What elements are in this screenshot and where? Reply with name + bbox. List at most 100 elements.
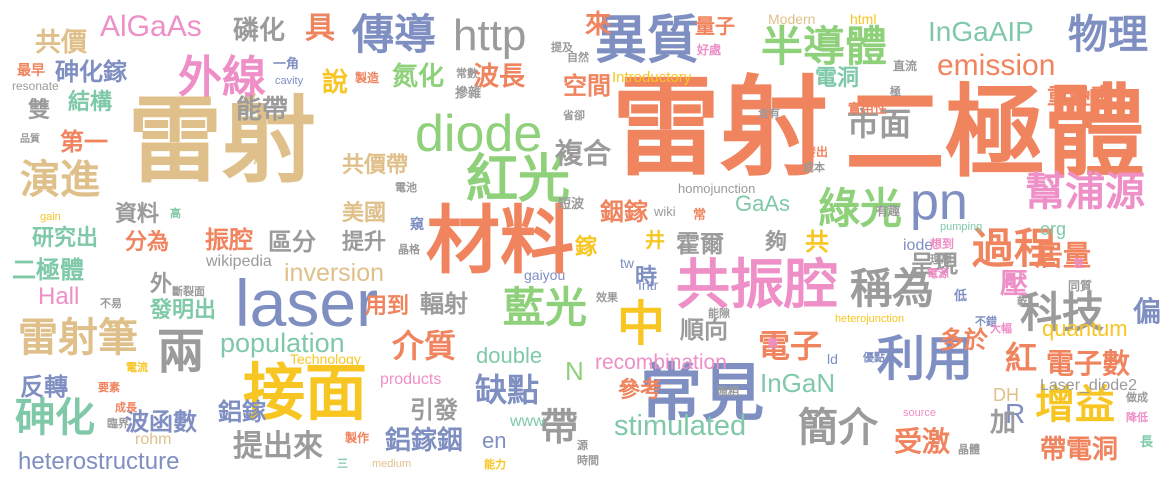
word: gain bbox=[40, 211, 61, 223]
word: 發明出 bbox=[150, 298, 217, 323]
word: 帶 bbox=[540, 405, 579, 449]
word: 製造 bbox=[355, 71, 380, 85]
word: 受激 bbox=[894, 425, 951, 458]
word: 兩 bbox=[157, 324, 206, 380]
word: 利用 bbox=[877, 331, 974, 387]
word: 鋁鎵 bbox=[218, 398, 266, 426]
word: 一角 bbox=[273, 57, 300, 72]
word: 紅 bbox=[1005, 339, 1038, 377]
word: 偏 bbox=[1133, 295, 1162, 328]
word: 能力 bbox=[484, 458, 506, 471]
word: 分為 bbox=[125, 230, 170, 255]
word: 磷化 bbox=[233, 16, 286, 46]
word: 霍爾 bbox=[676, 230, 724, 258]
word: 時 bbox=[635, 265, 658, 290]
word: 晶格 bbox=[398, 243, 420, 256]
word: 短波 bbox=[558, 197, 585, 212]
word: 夠 bbox=[765, 230, 788, 255]
word: AlGaAs bbox=[100, 10, 202, 43]
word: org bbox=[1040, 219, 1067, 239]
word: stimulated bbox=[614, 410, 747, 442]
word: 材料 bbox=[426, 198, 574, 284]
word: 順向 bbox=[680, 316, 728, 344]
word: rohm bbox=[135, 431, 172, 448]
word: GaAs bbox=[735, 191, 791, 216]
word: resonate bbox=[12, 79, 59, 93]
word: 市面 bbox=[847, 105, 912, 143]
word: diode bbox=[415, 105, 543, 163]
word: 極 bbox=[890, 85, 901, 98]
word: 引發 bbox=[410, 396, 458, 424]
word: 能帶 bbox=[236, 95, 289, 125]
word: 稱為 bbox=[850, 264, 935, 313]
word: 居量 bbox=[1035, 239, 1092, 272]
word: wiki bbox=[654, 204, 676, 219]
word: Introductory bbox=[612, 69, 692, 86]
word: 共 bbox=[805, 228, 829, 256]
word: 壓 bbox=[1000, 267, 1029, 300]
word: 做成 bbox=[1126, 391, 1148, 404]
word: 重疊率 bbox=[1047, 85, 1114, 110]
word: 共價帶 bbox=[342, 153, 409, 178]
word: 科技 bbox=[1020, 288, 1105, 337]
word: 長 bbox=[1140, 435, 1154, 450]
word: 用到 bbox=[365, 294, 410, 319]
word: 紅光 bbox=[466, 150, 571, 210]
word: 輻射 bbox=[420, 290, 468, 318]
word: 多於 bbox=[940, 326, 988, 354]
word: 來 bbox=[585, 10, 612, 40]
word: 物理 bbox=[1068, 12, 1148, 58]
word: 幫 bbox=[253, 153, 264, 166]
word: 波長 bbox=[473, 62, 526, 92]
word: 臨界 bbox=[107, 417, 129, 430]
word: 演進 bbox=[20, 157, 100, 203]
word: 鎵 bbox=[575, 235, 598, 260]
word: 雷射 bbox=[128, 87, 317, 196]
word: recombination bbox=[595, 351, 727, 374]
word: 常數 bbox=[456, 67, 478, 80]
word: 晶體 bbox=[958, 443, 980, 456]
word: 加 bbox=[990, 408, 1017, 438]
word: pn bbox=[910, 173, 968, 231]
word: 電池 bbox=[395, 181, 417, 194]
word: heterostructure bbox=[18, 448, 180, 475]
word: Hall bbox=[38, 283, 80, 310]
word: 成長 bbox=[115, 401, 137, 414]
word: 三 bbox=[337, 457, 348, 470]
word: 斷裂面 bbox=[172, 285, 205, 298]
word: inversion bbox=[284, 259, 385, 287]
word: 電源 bbox=[927, 267, 949, 280]
word: 外線 bbox=[178, 52, 266, 103]
word: 帶電洞 bbox=[1040, 435, 1119, 465]
word: laser bbox=[235, 266, 379, 340]
word: 能隙 bbox=[708, 307, 730, 320]
word: 鋁鎵銦 bbox=[385, 426, 464, 456]
word: 二極體 bbox=[12, 256, 84, 284]
word: 源 bbox=[577, 439, 588, 452]
word: 品質 bbox=[20, 134, 40, 145]
word: 空間 bbox=[563, 72, 611, 100]
word: 雙 bbox=[28, 98, 51, 123]
word: 共振腔 bbox=[676, 253, 838, 316]
word: 成本 bbox=[803, 161, 825, 174]
word: population bbox=[220, 328, 345, 358]
word: http bbox=[453, 11, 527, 60]
word: InGaAIP bbox=[928, 16, 1034, 47]
word: 參考 bbox=[618, 378, 663, 403]
word: homojunction bbox=[678, 181, 756, 196]
word: Laser_diode2 bbox=[1040, 377, 1137, 394]
word: 降低 bbox=[1126, 411, 1148, 424]
word: ld bbox=[827, 351, 838, 367]
word: 差 bbox=[1073, 257, 1084, 270]
word: 具 bbox=[305, 11, 335, 46]
word: source bbox=[903, 407, 937, 419]
word: 大幅 bbox=[990, 322, 1012, 335]
word: 外 bbox=[150, 272, 173, 297]
word: 介質 bbox=[392, 327, 457, 365]
word: quantum bbox=[1042, 316, 1128, 341]
word: 傳導 bbox=[352, 10, 437, 59]
word: Modern bbox=[768, 11, 816, 27]
word: DH bbox=[993, 385, 1019, 405]
word: 波函數 bbox=[125, 408, 197, 436]
word: 隙相 bbox=[717, 385, 739, 398]
